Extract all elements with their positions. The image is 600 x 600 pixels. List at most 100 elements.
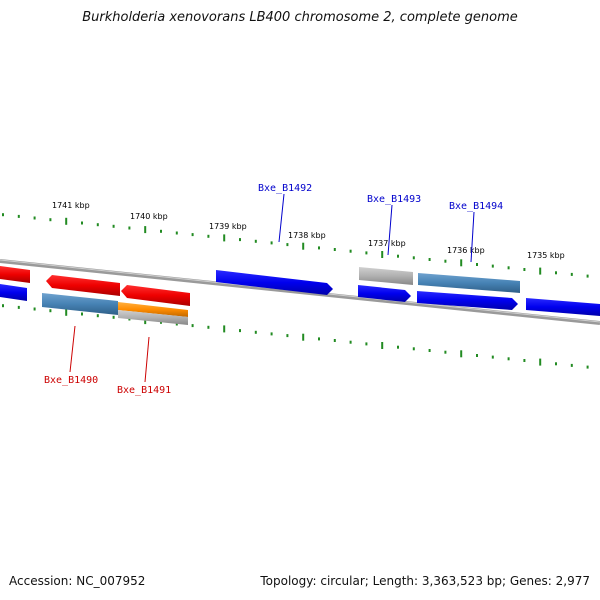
- minor-tick: [476, 354, 478, 357]
- major-tick: [539, 358, 542, 366]
- minor-tick: [523, 359, 526, 362]
- minor-tick: [507, 266, 510, 270]
- minor-tick: [507, 357, 510, 361]
- gene-box-steelblue: [42, 293, 118, 315]
- minor-tick: [570, 272, 573, 276]
- gene-arrow-reverse: [121, 285, 190, 306]
- gene-arrow-forward: [358, 285, 411, 302]
- minor-tick: [586, 365, 589, 369]
- minor-tick: [254, 330, 257, 334]
- minor-tick: [175, 322, 178, 326]
- minor-tick: [412, 256, 415, 260]
- major-tick: [302, 242, 305, 250]
- minor-tick: [112, 315, 115, 319]
- minor-tick: [175, 231, 178, 235]
- major-tick: [381, 342, 384, 349]
- minor-tick: [33, 307, 36, 311]
- gene-label-bxe-b1493: Bxe_B1493: [367, 194, 421, 205]
- gene-arrow-forward: [417, 291, 518, 310]
- major-tick: [381, 251, 384, 258]
- minor-tick: [81, 312, 83, 316]
- minor-tick: [81, 221, 83, 225]
- minor-tick: [365, 342, 368, 346]
- minor-tick: [333, 248, 336, 251]
- minor-tick: [239, 329, 241, 333]
- scale-label-1738: 1738 kbp: [288, 231, 326, 240]
- major-tick: [539, 267, 542, 275]
- minor-tick: [2, 304, 4, 308]
- gene-arrow-forward: [0, 284, 27, 301]
- genome-info-label: Topology: circular; Length: 3,363,523 bp…: [260, 574, 590, 588]
- minor-tick: [207, 325, 210, 329]
- minor-tick: [17, 214, 20, 218]
- major-tick: [302, 333, 305, 341]
- minor-tick: [191, 233, 194, 237]
- minor-tick: [349, 340, 352, 344]
- accession-label: Accession: NC_007952: [9, 574, 146, 588]
- minor-tick: [270, 332, 273, 336]
- scale-label-1736: 1736 kbp: [447, 246, 485, 255]
- minor-tick: [397, 345, 399, 349]
- minor-tick: [476, 263, 478, 266]
- gene-arrow-reverse: [46, 275, 120, 296]
- gene-box-gray: [359, 267, 413, 285]
- leader-line: [278, 193, 285, 243]
- minor-tick: [397, 254, 399, 258]
- genome-title: Burkholderia xenovorans LB400 chromosome…: [82, 10, 518, 25]
- minor-tick: [444, 350, 447, 354]
- minor-tick: [17, 305, 20, 309]
- minor-tick: [349, 249, 352, 253]
- minor-tick: [96, 314, 99, 318]
- minor-tick: [365, 251, 368, 255]
- major-tick: [223, 325, 226, 333]
- major-tick: [65, 308, 68, 316]
- minor-tick: [491, 264, 494, 268]
- scale-label-1740: 1740 kbp: [130, 212, 168, 221]
- minor-tick: [160, 229, 162, 233]
- minor-tick: [270, 241, 273, 245]
- leader-line: [470, 211, 475, 263]
- minor-tick: [96, 223, 99, 227]
- minor-tick: [570, 363, 573, 367]
- gene-label-bxe-b1492: Bxe_B1492: [258, 183, 312, 194]
- minor-tick: [318, 246, 320, 250]
- minor-tick: [412, 347, 415, 351]
- gene-label-bxe-b1494: Bxe_B1494: [449, 201, 503, 212]
- gene-box-gray: [118, 310, 188, 325]
- major-tick: [460, 350, 463, 358]
- leader-line: [144, 336, 150, 383]
- minor-tick: [318, 337, 320, 341]
- top-scale-ticks: [2, 213, 589, 278]
- gene-label-bxe-b1491: Bxe_B1491: [117, 385, 171, 396]
- minor-tick: [128, 226, 131, 230]
- gene-arrow-reverse: [0, 266, 30, 283]
- gene-label-bxe-b1490: Bxe_B1490: [44, 375, 98, 386]
- scale-label-1741: 1741 kbp: [52, 201, 90, 210]
- gene-arrow-forward: [526, 298, 600, 316]
- minor-tick: [191, 324, 194, 328]
- minor-tick: [286, 334, 289, 338]
- minor-tick: [33, 216, 36, 220]
- backbone-line: [0, 259, 600, 325]
- minor-tick: [491, 355, 494, 359]
- bottom-scale-ticks: [2, 304, 589, 369]
- major-tick: [460, 259, 463, 267]
- major-tick: [65, 217, 68, 225]
- minor-tick: [112, 224, 115, 228]
- minor-tick: [444, 259, 447, 263]
- leader-line: [387, 204, 393, 256]
- minor-tick: [207, 234, 210, 238]
- minor-tick: [523, 268, 526, 271]
- minor-tick: [49, 309, 52, 313]
- minor-tick: [49, 218, 52, 222]
- minor-tick: [586, 274, 589, 278]
- major-tick: [223, 234, 226, 242]
- major-tick: [144, 226, 147, 234]
- minor-tick: [428, 349, 431, 352]
- minor-tick: [555, 362, 557, 366]
- scale-label-1735: 1735 kbp: [527, 251, 565, 260]
- scale-label-1739: 1739 kbp: [209, 222, 247, 231]
- gene-box-steelblue: [418, 273, 520, 293]
- minor-tick: [286, 243, 289, 247]
